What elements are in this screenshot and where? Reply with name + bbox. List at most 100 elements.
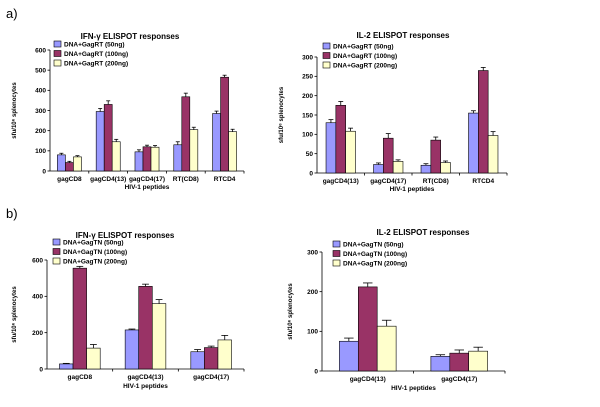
bar-1 bbox=[373, 164, 384, 174]
category-label: gagCD4(17) bbox=[441, 376, 477, 383]
y-tick-label: 0 bbox=[314, 368, 318, 375]
bar-1 bbox=[190, 351, 205, 370]
legend-label: DNA+GagRT (200ng) bbox=[333, 63, 397, 70]
y-tick-label: 100 bbox=[307, 329, 318, 336]
chart-title: IFN-γ ELISPOT responses bbox=[76, 231, 175, 240]
legend-swatch bbox=[322, 42, 331, 50]
legend-label: DNA+GagTN (100ng) bbox=[63, 249, 127, 256]
y-tick-label: 200 bbox=[35, 128, 46, 135]
bar-3 bbox=[73, 156, 82, 172]
category-label: RTCD4 bbox=[214, 176, 236, 183]
chart-1: IFN-γ ELISPOT responses 0 100 200 300 400 500 6… bbox=[12, 32, 245, 191]
y-tick-label: 400 bbox=[32, 294, 43, 301]
category-label: gagCD4(17) bbox=[129, 176, 165, 183]
category-label: gagCD4(17) bbox=[370, 178, 406, 185]
panel-label-b: b) bbox=[6, 206, 18, 221]
y-axis-label: sfu/10⁶ splenocytes bbox=[12, 286, 18, 343]
bar-1 bbox=[59, 363, 74, 370]
chart-2: IL-2 ELISPOT responses 0 50 100 150 200 250 300… bbox=[279, 31, 508, 193]
y-tick-label: 200 bbox=[32, 330, 43, 337]
bar-1 bbox=[212, 113, 221, 172]
bar-1 bbox=[124, 329, 140, 370]
y-tick-label: 100 bbox=[302, 132, 313, 139]
bar-2 bbox=[103, 104, 113, 172]
bar-2 bbox=[72, 267, 87, 370]
category-label: RTCD4 bbox=[472, 178, 494, 185]
bar-1 bbox=[420, 164, 432, 174]
category-label: gagCD4(13) bbox=[127, 374, 163, 381]
legend-swatch bbox=[53, 50, 62, 57]
x-axis-label: HIV-1 peptides bbox=[123, 383, 168, 390]
bar-2 bbox=[357, 286, 378, 372]
legend-swatch bbox=[332, 240, 341, 248]
chart-4: IL-2 ELISPOT responses 0 100 200 300 sfu/10⁶ … bbox=[288, 228, 506, 392]
bar-1 bbox=[339, 340, 359, 372]
bar-1 bbox=[95, 111, 105, 172]
chart-title: IL-2 ELISPOT responses bbox=[357, 31, 450, 40]
y-tick-label: 300 bbox=[307, 249, 318, 256]
legend-swatch bbox=[332, 259, 341, 267]
legend-label: DNA+GagRT (100ng) bbox=[333, 53, 397, 60]
bar-3 bbox=[151, 303, 167, 370]
y-tick-label: 200 bbox=[302, 93, 313, 100]
bar-3 bbox=[217, 339, 232, 370]
bar-1 bbox=[134, 151, 144, 172]
legend-label: DNA+GagTN (100ng) bbox=[343, 251, 407, 258]
bar-2 bbox=[383, 137, 394, 174]
bar-1 bbox=[173, 144, 183, 172]
legend-label: DNA+GagRT (200ng) bbox=[64, 61, 128, 68]
legend-swatch bbox=[52, 238, 61, 246]
bar-2 bbox=[204, 347, 219, 370]
legend-swatch bbox=[52, 257, 61, 265]
x-axis-label: HIV-1 peptides bbox=[390, 186, 435, 193]
legend-swatch bbox=[53, 59, 62, 67]
y-tick-label: 300 bbox=[302, 54, 313, 61]
bar-3 bbox=[345, 130, 356, 174]
bar-3 bbox=[189, 129, 199, 172]
legend-label: DNA+GagTN (200ng) bbox=[63, 259, 127, 266]
category-label: gagCD4(13) bbox=[90, 176, 126, 183]
bar-2 bbox=[138, 286, 153, 370]
legend-label: DNA+GagTN (200ng) bbox=[343, 261, 407, 268]
bar-2 bbox=[478, 70, 489, 174]
category-label: RT(CD8) bbox=[423, 178, 449, 185]
y-tick-label: 600 bbox=[35, 47, 46, 54]
y-axis-label: sfu/10⁶ splenocytes bbox=[279, 86, 285, 143]
bar-2 bbox=[220, 76, 229, 172]
legend-label: DNA+GagTN (50ng) bbox=[343, 242, 404, 249]
x-axis-label: HIV-1 peptides bbox=[391, 385, 436, 392]
y-tick-label: 150 bbox=[302, 112, 313, 119]
y-tick-label: 500 bbox=[35, 67, 46, 74]
y-tick-label: 100 bbox=[35, 148, 46, 155]
bar-3 bbox=[228, 131, 237, 172]
legend-label: DNA+GagRT (50ng) bbox=[64, 42, 125, 49]
category-label: gagCD8 bbox=[57, 176, 82, 183]
bar-1 bbox=[468, 112, 479, 174]
legend-swatch bbox=[52, 248, 61, 255]
y-tick-label: 50 bbox=[306, 151, 314, 158]
bar-3 bbox=[440, 162, 451, 174]
bar-2 bbox=[181, 96, 191, 172]
bar-3 bbox=[392, 161, 404, 174]
bar-3 bbox=[86, 347, 101, 370]
legend-label: DNA+GagRT (100ng) bbox=[64, 51, 128, 58]
y-axis-label: sfu/10⁶ splenocytes bbox=[12, 82, 18, 139]
y-tick-label: 0 bbox=[309, 170, 313, 177]
x-axis-label: HIV-1 peptides bbox=[125, 184, 170, 191]
legend-swatch bbox=[322, 52, 331, 59]
y-axis-label: sfu/10⁶ splenocytes bbox=[288, 283, 294, 340]
bar-3 bbox=[468, 350, 488, 372]
charts: IFN-γ ELISPOT responses01002003004005006… bbox=[12, 31, 508, 392]
y-tick-label: 0 bbox=[39, 366, 43, 373]
bar-1 bbox=[325, 122, 337, 174]
category-label: gagCD4(13) bbox=[323, 178, 359, 185]
bar-2 bbox=[430, 139, 441, 174]
panel-label-a: a) bbox=[6, 6, 18, 21]
legend-swatch bbox=[53, 40, 62, 48]
y-tick-label: 250 bbox=[302, 74, 313, 81]
legend-swatch bbox=[322, 61, 331, 69]
y-tick-label: 200 bbox=[307, 289, 318, 296]
bar-2 bbox=[449, 352, 470, 372]
y-tick-label: 300 bbox=[35, 108, 46, 115]
chart-title: IL-2 ELISPOT responses bbox=[377, 228, 470, 237]
